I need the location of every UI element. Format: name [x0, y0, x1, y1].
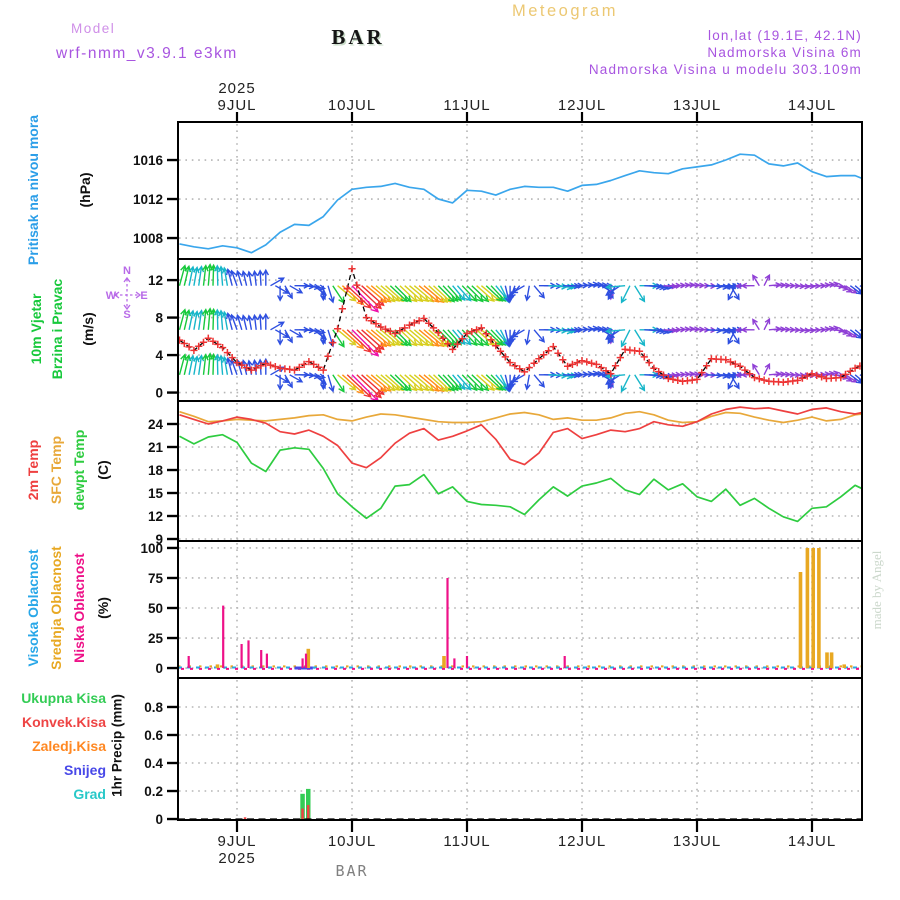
- lonlat-text: lon,lat (19.1E, 42.1N): [708, 28, 862, 43]
- elevation-text: Nadmorska Visina 6m: [707, 45, 862, 60]
- model-name: wrf-nmm_v3.9.1 e3km: [56, 45, 238, 62]
- wind-vectors: [179, 263, 861, 400]
- model-label: Model: [71, 21, 116, 36]
- svg-text:14JUL: 14JUL: [788, 97, 836, 114]
- svg-text:0.4: 0.4: [144, 756, 163, 771]
- svg-text:4: 4: [155, 348, 163, 363]
- station-title: BAR: [331, 25, 385, 49]
- precip-grad-label: Grad: [73, 786, 106, 802]
- svg-text:18: 18: [148, 463, 164, 478]
- wind-grid: 0 4 8 12: [148, 261, 861, 400]
- svg-text:15: 15: [148, 486, 164, 501]
- svg-text:14JUL: 14JUL: [788, 833, 836, 850]
- svg-text:N: N: [123, 265, 131, 277]
- svg-text:9JUL: 9JUL: [217, 833, 256, 850]
- meteogram-title: Meteogram: [512, 2, 618, 20]
- pressure-lines: [179, 153, 861, 254]
- svg-text:100: 100: [140, 541, 163, 556]
- svg-text:0.8: 0.8: [144, 700, 163, 715]
- precip-grid: 0 0.2 0.4 0.6 0.8: [144, 680, 861, 827]
- svg-text:12JUL: 12JUL: [558, 833, 606, 850]
- footer-station: BAR: [335, 862, 369, 880]
- svg-text:24: 24: [148, 417, 164, 432]
- svg-text:12JUL: 12JUL: [558, 97, 606, 114]
- date-axis: 9JUL 9JUL 10JUL 10JUL 11JUL 11JUL 12JUL 12JUL 13…: [217, 80, 836, 867]
- svg-text:11JUL: 11JUL: [443, 833, 490, 850]
- svg-text:10JUL: 10JUL: [328, 97, 376, 114]
- cloud-bars: [179, 548, 861, 670]
- svg-text:10JUL: 10JUL: [328, 833, 376, 850]
- svg-text:0.6: 0.6: [144, 728, 163, 743]
- temp-lines: [179, 406, 861, 523]
- temp-panel-border: [177, 400, 863, 542]
- svg-text:21: 21: [148, 440, 164, 455]
- svg-text:S: S: [123, 309, 130, 320]
- precip-snijeg-label: Snijeg: [63, 762, 106, 778]
- svg-text:11JUL: 11JUL: [443, 97, 490, 114]
- wind-compass-icon: N SW E: [106, 265, 148, 320]
- svg-text:12: 12: [148, 273, 163, 288]
- svg-text:E: E: [140, 290, 147, 302]
- precip-panel-border: [177, 677, 863, 821]
- pressure-grid: 1008 1012 1016: [133, 124, 861, 257]
- model-elevation-text: Nadmorska Visina u modelu 303.109m: [588, 62, 862, 77]
- svg-text:1012: 1012: [133, 192, 163, 207]
- svg-text:0: 0: [155, 812, 163, 827]
- svg-text:1008: 1008: [133, 231, 164, 246]
- precip-ukupna-label: Ukupna Kisa: [21, 690, 106, 706]
- svg-text:W: W: [106, 290, 117, 302]
- temp-grid: 9 12 15 18 21 24: [148, 403, 861, 547]
- cloud-panel-border: [177, 540, 863, 679]
- svg-text:0.2: 0.2: [144, 784, 163, 799]
- svg-text:25: 25: [148, 631, 164, 646]
- svg-text:9JUL: 9JUL: [217, 97, 256, 114]
- precip-zaledj-label: Zaledj.Kisa: [32, 738, 106, 754]
- svg-text:9: 9: [155, 532, 163, 547]
- svg-text:0: 0: [155, 385, 163, 400]
- svg-text:0: 0: [155, 661, 163, 676]
- svg-text:2025: 2025: [218, 80, 255, 97]
- precip-konvek-label: Konvek.Kisa: [21, 714, 106, 730]
- svg-text:75: 75: [148, 571, 164, 586]
- svg-text:2025: 2025: [218, 850, 255, 867]
- svg-text:50: 50: [148, 601, 163, 616]
- svg-text:1016: 1016: [133, 153, 164, 168]
- wind-speed-markers: [179, 265, 861, 386]
- pressure-panel-border: [177, 121, 863, 260]
- svg-text:13JUL: 13JUL: [673, 833, 721, 850]
- svg-text:12: 12: [148, 509, 163, 524]
- svg-text:8: 8: [155, 310, 163, 325]
- svg-text:13JUL: 13JUL: [673, 97, 721, 114]
- cloud-grid: 0 25 50 75 100: [140, 541, 861, 676]
- precip-bars: [179, 788, 861, 819]
